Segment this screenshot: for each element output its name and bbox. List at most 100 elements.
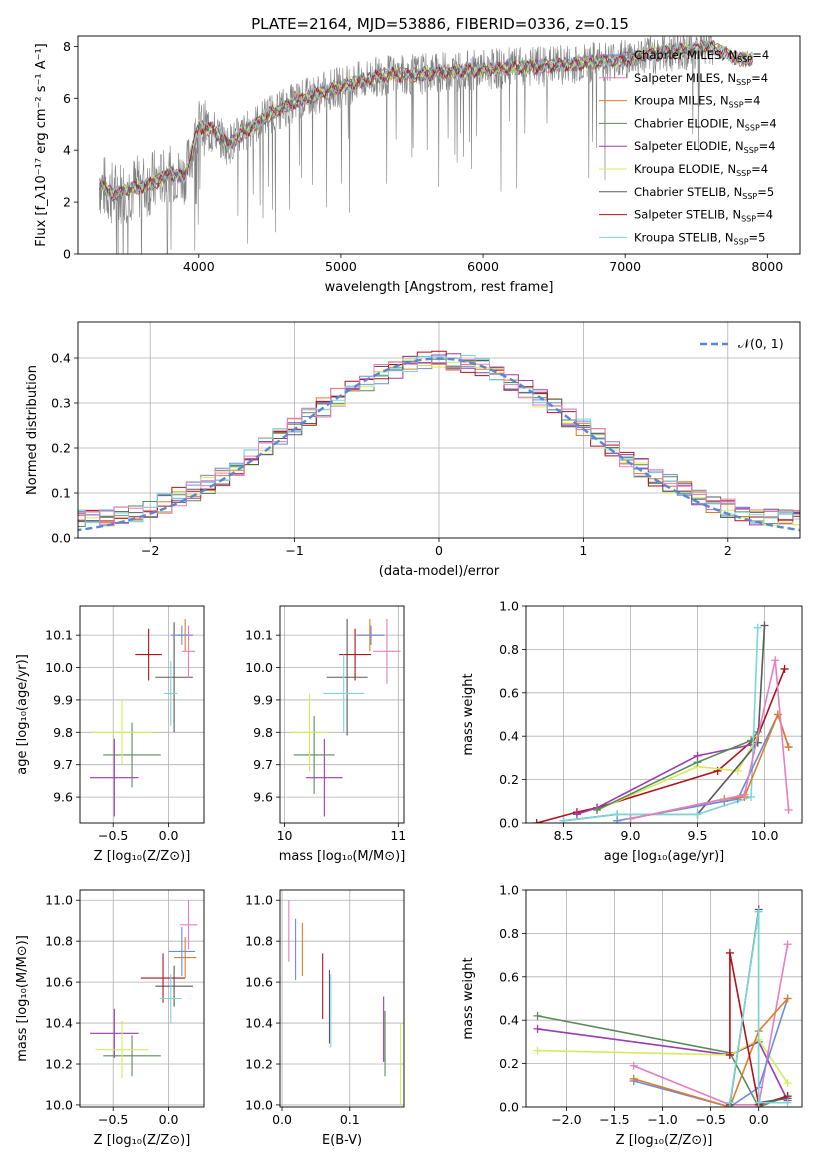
- mass-weight-line: [563, 625, 766, 822]
- y-tick-label: 10.0: [45, 1097, 73, 1112]
- y-tick-label: 9.7: [53, 757, 73, 772]
- x-tick-label: 10.0: [751, 828, 779, 843]
- mass-weight-point: [784, 805, 793, 814]
- y-tick-label: 10.6: [45, 975, 73, 990]
- mass-weight-point: [783, 940, 792, 949]
- y-axis-label: mass [log₁₀(M/M⊙)]: [15, 935, 30, 1062]
- x-tick-label: 0.0: [272, 1112, 292, 1127]
- panel-mass-vs-EBV: 0.0 0.1 10.0 10.2 10.4 10.6 10.8 11.0 E(B-V): [245, 889, 405, 1148]
- legend-tail: =4: [751, 71, 768, 85]
- plot-area: [280, 606, 404, 823]
- legend-label: 𝒩(0, 1): [738, 336, 784, 351]
- legend-tail: =4: [744, 94, 761, 108]
- mass-weight-point: [753, 738, 762, 747]
- residual-histogram: [78, 359, 800, 526]
- axes-frame: [279, 889, 405, 1108]
- x-tick-label: 8000: [751, 259, 783, 274]
- mass-weight-point: [725, 948, 734, 957]
- mass-weight-point: [559, 816, 568, 823]
- x-tick-label: 10: [277, 828, 293, 843]
- mass-weight-point: [784, 743, 793, 752]
- mass-weight-point: [747, 792, 756, 801]
- y-tick-label: 0.4: [499, 729, 519, 744]
- mass-weight-point: [626, 814, 635, 823]
- x-tick-label: −0.5: [98, 1112, 128, 1127]
- legend-sub: SSP: [729, 101, 744, 110]
- mass-weight-line: [729, 911, 788, 1104]
- legend-tail: =5: [749, 230, 766, 244]
- x-tick-label: 9.5: [688, 828, 708, 843]
- x-axis-label: wavelength [Angstrom, rest frame]: [325, 280, 554, 295]
- legend-label: Salpeter ELODIE, NSSP=4: [634, 139, 776, 155]
- plot-area: [98, 36, 753, 254]
- y-axis-label: mass weight: [461, 673, 476, 755]
- y-tick-label: 10.4: [245, 1016, 273, 1031]
- y-tick-label: 10.1: [245, 628, 273, 643]
- legend-label: Kroupa STELIB, NSSP=5: [634, 230, 765, 246]
- axes-frame: [279, 605, 405, 824]
- mass-weight-point: [629, 1074, 638, 1083]
- mass-weight-point: [783, 1098, 792, 1107]
- legend-label: Chabrier MILES, NSSP=4: [634, 48, 769, 64]
- mass-weight-line: [630, 660, 790, 820]
- y-tick-label: 10.8: [245, 934, 273, 949]
- mass-weight-point: [754, 1098, 763, 1107]
- y-tick-label: 4: [63, 143, 71, 158]
- y-tick-label: 0.2: [499, 1056, 519, 1071]
- legend-sub: SSP: [734, 237, 749, 246]
- mass-weight-line: [536, 668, 786, 823]
- legend-tail: =4: [760, 116, 777, 130]
- legend: Chabrier MILES, NSSP=4 Salpeter MILES, NS…: [599, 48, 777, 246]
- y-tick-label: 0.0: [51, 531, 71, 546]
- axes-frame: [525, 889, 803, 1108]
- model-spectrum: [98, 40, 753, 202]
- mass-weight-point: [725, 1098, 734, 1107]
- legend-sub: SSP: [737, 55, 752, 64]
- x-tick-label: −2: [141, 543, 159, 558]
- mass-weight-point: [532, 819, 541, 823]
- legend-tail: =5: [757, 185, 774, 199]
- legend-sub: SSP: [741, 215, 756, 224]
- legend-label: Chabrier STELIB, NSSP=5: [634, 185, 774, 201]
- x-tick-label: 7000: [609, 259, 641, 274]
- x-axis-label: Z [log₁₀(Z/Z⊙)]: [94, 1133, 191, 1148]
- mass-weight-point: [783, 1079, 792, 1088]
- y-tick-label: 9.9: [53, 692, 73, 707]
- panels: 4000 5000 6000 7000 8000 0 2 4 6 8 wavelength [Ang…: [15, 35, 803, 1148]
- x-tick-label: 2: [724, 543, 732, 558]
- y-tick-label: 2: [63, 195, 71, 210]
- panel-massweight-vs-Z: −2.0 −1.5 −1.0 −0.5 0.0 0.0 0.2 0.4 0.6 0.8 1.0 Z […: [461, 883, 803, 1148]
- axes-frame: [79, 605, 205, 824]
- y-tick-label: 0.0: [499, 816, 519, 831]
- y-tick-label: 11.0: [45, 893, 73, 908]
- y-tick-label: 10.0: [245, 660, 273, 675]
- y-tick-label: 0.0: [499, 1100, 519, 1115]
- y-tick-label: 9.8: [53, 725, 73, 740]
- mass-weight-point: [740, 790, 749, 799]
- mass-weight-line: [576, 744, 752, 816]
- axes-frame: [77, 35, 801, 255]
- x-axis-label: E(B-V): [322, 1133, 362, 1148]
- y-tick-label: 0.4: [51, 351, 71, 366]
- x-tick-label: 5000: [325, 259, 357, 274]
- y-tick-label: 9.6: [53, 790, 73, 805]
- mass-weight-point: [771, 656, 780, 665]
- panel-residuals: −2 −1 0 1 2 0.0 0.1 0.2 0.3 0.4 (data-model)/error…: [25, 321, 801, 579]
- x-tick-label: −0.5: [98, 828, 128, 843]
- plot-area: [80, 890, 204, 1107]
- y-tick-label: 6: [63, 91, 71, 106]
- x-axis-label: Z [log₁₀(Z/Z⊙)]: [616, 1133, 713, 1148]
- y-tick-label: 0.2: [51, 441, 71, 456]
- legend-tail: =4: [756, 208, 773, 222]
- y-tick-label: 0.1: [51, 486, 71, 501]
- mass-weight-point: [783, 994, 792, 1003]
- panel-mass-vs-Z: −0.5 0.0 10.0 10.2 10.4 10.6 10.8 11.0 Z [log₁₀(…: [15, 889, 205, 1148]
- y-tick-label: 10.0: [245, 1097, 273, 1112]
- panel-spectrum: 4000 5000 6000 7000 8000 0 2 4 6 8 wavelength [Ang…: [34, 35, 801, 295]
- y-tick-label: 0.8: [499, 926, 519, 941]
- legend-tail: =4: [751, 162, 768, 176]
- y-tick-label: 0.2: [499, 772, 519, 787]
- x-tick-label: 9.0: [621, 828, 641, 843]
- mass-weight-point: [593, 805, 602, 814]
- mass-weight-line: [596, 731, 759, 811]
